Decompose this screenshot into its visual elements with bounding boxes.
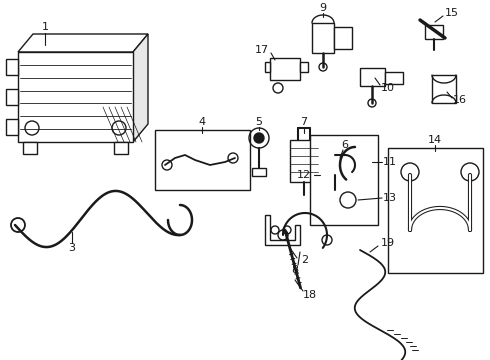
Bar [6,59,18,75]
Text: 5: 5 [255,117,263,127]
Text: 16: 16 [453,95,467,105]
Bar [23,142,37,154]
Text: 15: 15 [445,8,459,18]
Bar [312,23,334,53]
Bar [388,148,483,273]
Bar [385,72,403,84]
Text: 18: 18 [303,290,317,300]
Text: 12: 12 [297,170,311,180]
Bar [300,62,308,72]
Text: 11: 11 [383,157,397,167]
Bar [114,142,128,154]
Bar [265,62,270,72]
Text: 17: 17 [255,45,269,55]
Bar [18,52,133,142]
Bar [334,27,352,49]
Bar [360,68,385,86]
Bar [6,89,18,105]
Text: 14: 14 [428,135,442,145]
Bar [290,140,318,182]
Polygon shape [18,34,148,52]
Polygon shape [265,215,300,245]
Bar [270,58,300,80]
Bar [6,119,18,135]
Text: 3: 3 [69,243,75,253]
Text: 13: 13 [383,193,397,203]
Text: 7: 7 [300,117,308,127]
Bar [432,75,456,103]
Polygon shape [133,34,148,142]
Text: 8: 8 [292,265,298,275]
Text: 6: 6 [342,140,348,150]
Text: 2: 2 [301,255,309,265]
Bar [155,130,250,190]
Circle shape [254,133,264,143]
Text: 19: 19 [381,238,395,248]
Bar [425,25,443,39]
Bar [310,135,378,225]
Text: 1: 1 [42,22,49,32]
Text: 10: 10 [381,83,395,93]
Text: 9: 9 [319,3,326,13]
Bar [252,168,266,176]
Text: 4: 4 [198,117,206,127]
